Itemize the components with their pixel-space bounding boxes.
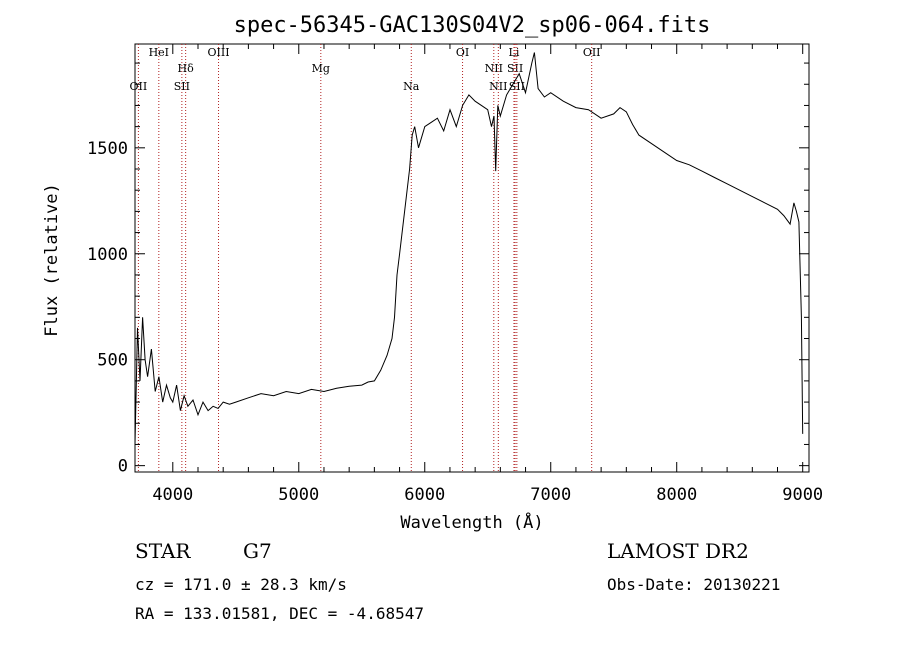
object-subclass: G7 (243, 539, 272, 563)
line-label-nii: NII (489, 80, 507, 93)
x-tick-label: 7000 (530, 485, 571, 505)
redshift-text: cz = 171.0 ± 28.3 km/s (135, 575, 347, 594)
survey-name: LAMOST DR2 (607, 539, 749, 563)
line-label-hδ: Hδ (178, 62, 195, 75)
line-label-hei: HeI (149, 46, 169, 59)
plot-frame (134, 43, 810, 473)
line-label-oi: OI (456, 46, 469, 59)
y-tick-label: 1500 (87, 139, 128, 159)
line-label-li: Li (509, 46, 520, 59)
line-label-na: Na (403, 80, 420, 93)
line-label-oii: OII (130, 80, 148, 93)
y-tick-label: 0 (118, 457, 128, 477)
y-tick-label: 500 (97, 351, 128, 371)
x-tick-label: 6000 (404, 485, 445, 505)
object-class: STAR (135, 539, 191, 563)
line-label-sii: SII (507, 62, 523, 75)
spectrum-line (134, 52, 804, 445)
y-axis-ticks: 0 500 1000 1500 (87, 62, 809, 477)
x-tick-label: 9000 (782, 485, 823, 505)
line-label-mg: Mg (312, 62, 330, 75)
obs-date-text: Obs-Date: 20130221 (607, 575, 780, 594)
x-tick-label: 4000 (152, 485, 193, 505)
x-tick-label: 5000 (278, 485, 319, 505)
line-label-sii: SII (509, 80, 525, 93)
chart-title: spec-56345-GAC130S04V2_sp06-064.fits (234, 13, 711, 38)
line-label-oiii: OIII (207, 46, 229, 59)
y-tick-label: 1000 (87, 245, 128, 265)
x-tick-label: 8000 (656, 485, 697, 505)
coords-text: RA = 133.01581, DEC = -4.68547 (135, 604, 424, 623)
line-label-sii: SII (174, 80, 190, 93)
y-axis-label: Flux (relative) (42, 183, 62, 337)
x-axis-label: Wavelength (Å) (400, 511, 543, 533)
line-label-oii: OII (583, 46, 601, 59)
emission-line-markers: OII HeI Hδ SII OIII Mg Na OI NII NII Li SII SII OII (130, 44, 601, 472)
line-label-nii: NII (485, 62, 503, 75)
x-axis-ticks: 4000 5000 6000 7000 8000 9000 (152, 44, 823, 505)
